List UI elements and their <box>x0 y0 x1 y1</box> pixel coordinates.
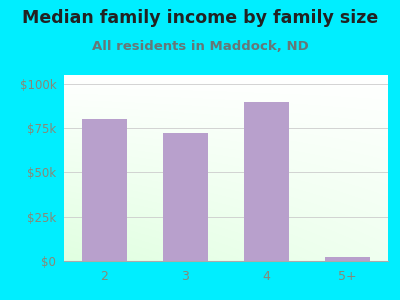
Text: All residents in Maddock, ND: All residents in Maddock, ND <box>92 40 308 53</box>
Bar <box>163 134 208 261</box>
Bar <box>82 119 127 261</box>
Text: Median family income by family size: Median family income by family size <box>22 9 378 27</box>
Bar <box>325 257 370 261</box>
Bar <box>244 102 289 261</box>
